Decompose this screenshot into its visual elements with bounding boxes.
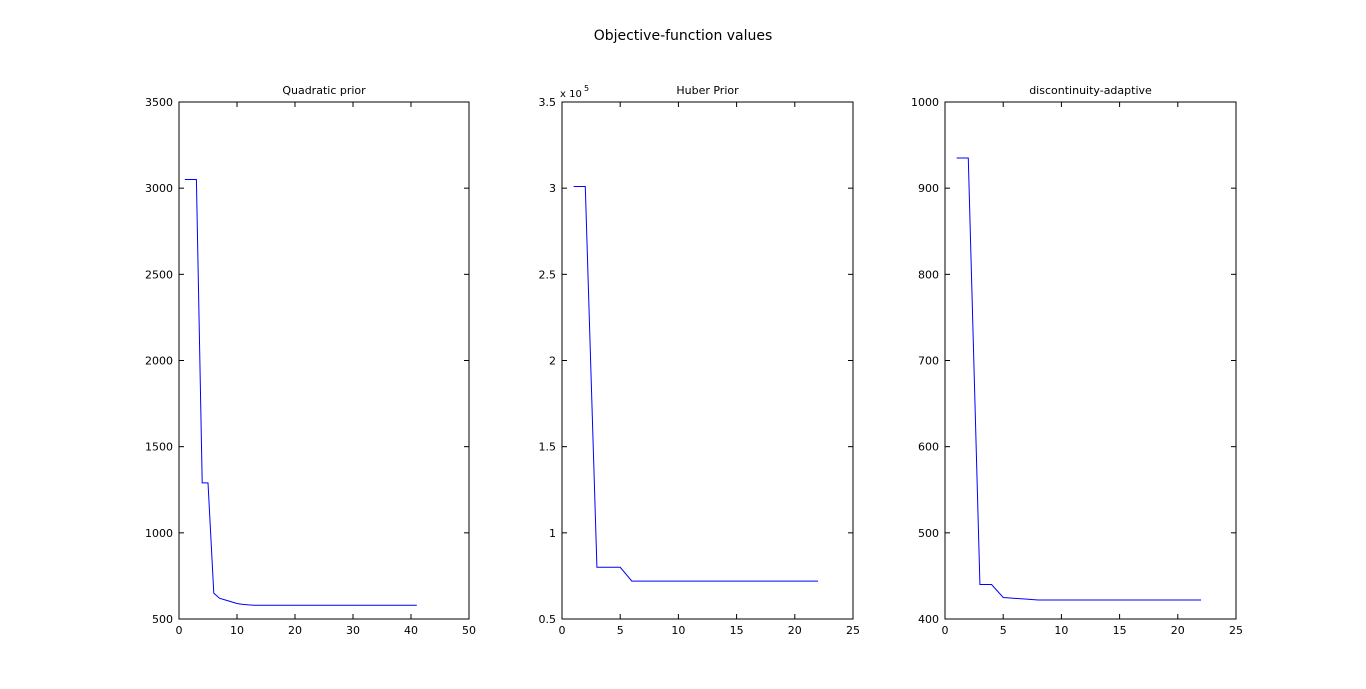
x-tick-label: 20	[788, 624, 802, 637]
x-tick-label: 25	[1229, 624, 1243, 637]
y-tick-label: 500	[152, 613, 173, 626]
y-exponent-power: 5	[584, 84, 589, 93]
figure-title: Objective-function values	[594, 28, 773, 44]
x-tick-label: 5	[1000, 624, 1007, 637]
x-tick-label: 20	[288, 624, 302, 637]
subplot-2: Huber Prior 0 5 10 15 20 25 0.5 1 1.5 2 2.5 3 3.5x 10…	[539, 84, 861, 637]
y-tick-label: 2.5	[539, 268, 557, 281]
y-tick-label: 400	[918, 613, 939, 626]
x-tick-label: 25	[846, 624, 860, 637]
axes-box	[561, 101, 854, 620]
y-tick-label: 1.5	[539, 441, 557, 454]
y-tick-label: 1500	[145, 441, 173, 454]
subplot-title: Quadratic prior	[282, 84, 366, 97]
subplot-1: Quadratic prior 0 10 20 30 40 50 500 1000 1500 200…	[145, 84, 476, 637]
y-tick-label: 1	[549, 527, 556, 540]
y-tick-label: 800	[918, 268, 939, 281]
subplot-title: discontinuity-adaptive	[1029, 84, 1152, 97]
y-tick-label: 900	[918, 182, 939, 195]
axes-box	[944, 101, 1237, 620]
x-tick-label: 15	[1113, 624, 1127, 637]
x-tick-label: 0	[176, 624, 183, 637]
x-tick-label: 30	[346, 624, 360, 637]
subplot-3: discontinuity-adaptive 0 5 10 15 20 25 400 500 60…	[911, 84, 1243, 637]
x-tick-label: 10	[230, 624, 244, 637]
y-tick-label: 3.5	[539, 96, 557, 109]
y-tick-label: 500	[918, 527, 939, 540]
series-line	[956, 157, 1202, 601]
x-tick-label: 10	[1054, 624, 1068, 637]
x-tick-label: 0	[942, 624, 949, 637]
y-tick-label: 600	[918, 441, 939, 454]
y-tick-label: 3500	[145, 96, 173, 109]
y-tick-label: 2000	[145, 355, 173, 368]
y-tick-label: 1000	[911, 96, 939, 109]
axes-box	[178, 101, 470, 620]
y-tick-label: 2500	[145, 268, 173, 281]
x-tick-label: 20	[1171, 624, 1185, 637]
x-tick-label: 5	[617, 624, 624, 637]
y-exponent-label: x 10	[560, 89, 582, 100]
x-tick-label: 0	[559, 624, 566, 637]
series-line	[573, 185, 819, 582]
y-tick-label: 3	[549, 182, 556, 195]
x-tick-label: 40	[404, 624, 418, 637]
x-tick-label: 15	[730, 624, 744, 637]
y-tick-label: 0.5	[539, 613, 557, 626]
x-tick-label: 50	[462, 624, 476, 637]
series-line	[184, 179, 417, 606]
y-tick-label: 700	[918, 355, 939, 368]
subplot-title: Huber Prior	[676, 84, 739, 97]
y-tick-label: 1000	[145, 527, 173, 540]
y-tick-label: 2	[549, 355, 556, 368]
y-tick-label: 3000	[145, 182, 173, 195]
x-tick-label: 10	[671, 624, 685, 637]
